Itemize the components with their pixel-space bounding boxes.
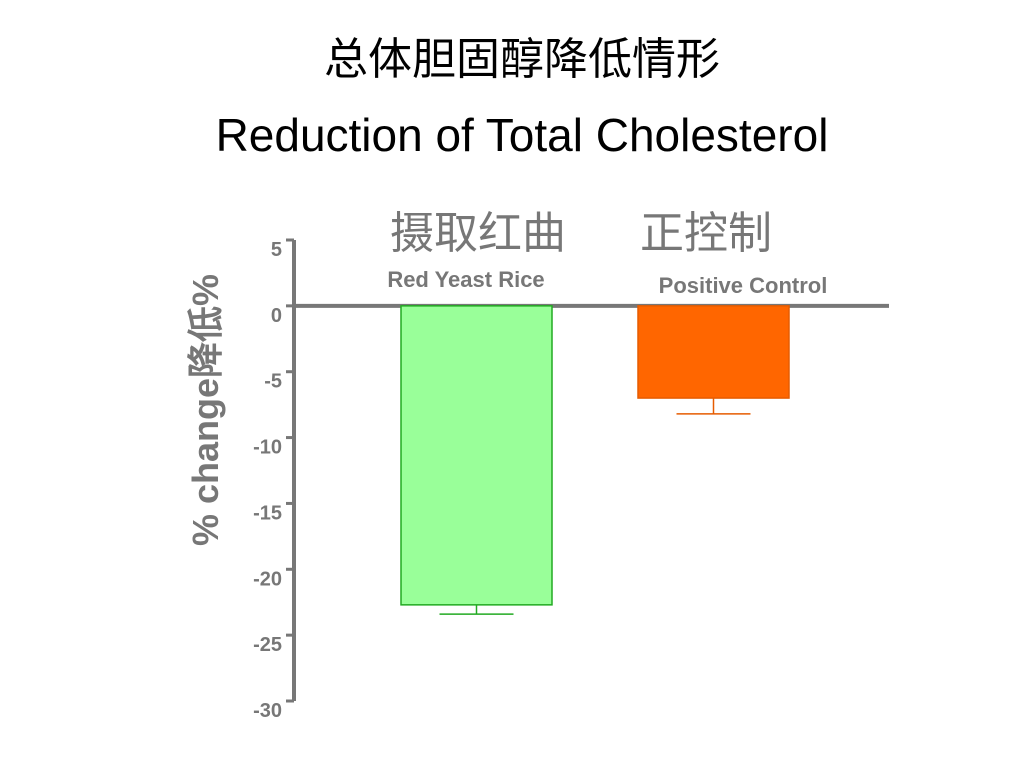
category-label-positive-control: Positive Control (659, 273, 828, 298)
y-tick-label: 0 (271, 305, 282, 327)
y-tick-label: -20 (253, 568, 282, 590)
y-tick-label: -5 (264, 371, 282, 393)
chart-title-chinese: 总体胆固醇降低情形 (324, 34, 720, 85)
y-tick-label: -30 (253, 700, 282, 722)
y-tick-label: 5 (271, 239, 282, 261)
category-label-zh-positive-control: 正控制 (640, 208, 772, 259)
y-tick-label: -15 (253, 502, 282, 524)
y-axis-label: % change降低% (185, 274, 226, 546)
y-tick-label: -10 (253, 437, 282, 459)
bar-red-yeast-rice (400, 305, 553, 606)
category-label-red-yeast-rice: Red Yeast Rice (387, 267, 544, 292)
category-label-zh-red-yeast-rice: 摄取红曲 (390, 208, 566, 259)
bar-positive-control (637, 305, 790, 399)
chart-title-english: Reduction of Total Cholesterol (215, 109, 829, 161)
y-tick-label: -25 (253, 634, 282, 656)
